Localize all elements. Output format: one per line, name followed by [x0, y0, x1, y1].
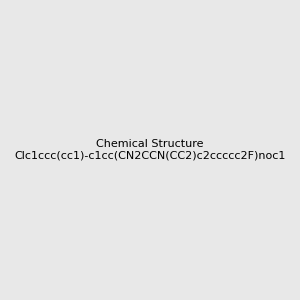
- Text: Chemical Structure
Clc1ccc(cc1)-c1cc(CN2CCN(CC2)c2ccccc2F)noc1: Chemical Structure Clc1ccc(cc1)-c1cc(CN2…: [14, 139, 286, 161]
